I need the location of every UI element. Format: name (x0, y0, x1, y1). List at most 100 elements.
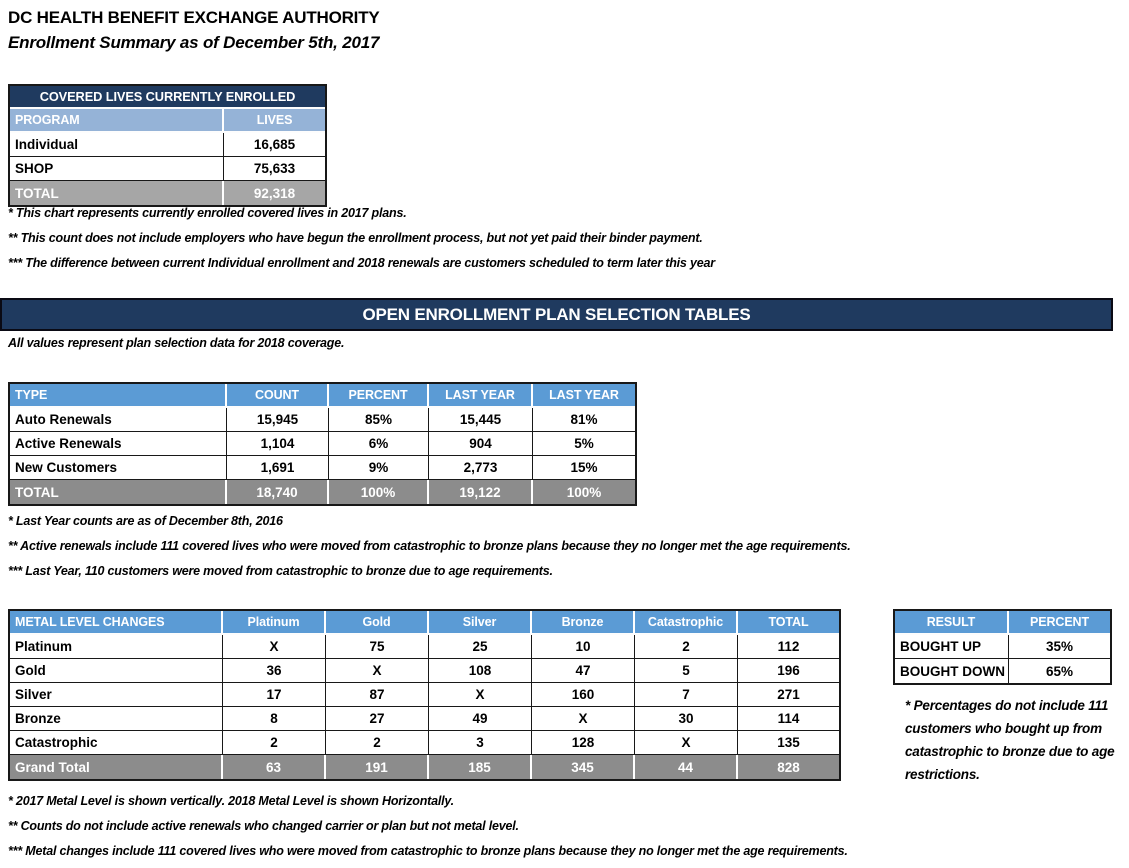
table-cell: 135 (738, 731, 839, 755)
table-cell: 35% (1009, 635, 1110, 659)
column-header-silver: Silver (429, 611, 532, 635)
covered-lives-table-title: COVERED LIVES CURRENTLY ENROLLED (10, 86, 325, 109)
table-cell: Platinum (10, 635, 223, 659)
table-cell: 160 (532, 683, 635, 707)
table-row: Auto Renewals 15,945 85% 15,445 81% (10, 408, 635, 432)
table-total-row: TOTAL 18,740 100% 19,122 100% (10, 480, 635, 504)
table-cell: 36 (223, 659, 326, 683)
table-cell: 9% (329, 456, 429, 480)
table-row: BOUGHT DOWN 65% (895, 659, 1110, 683)
table-total-row: TOTAL 92,318 (10, 181, 325, 205)
column-header-gold: Gold (326, 611, 429, 635)
table-cell: 65% (1009, 659, 1110, 683)
table-cell: 191 (326, 755, 429, 779)
table-cell: 271 (738, 683, 839, 707)
table-header-row: PROGRAM LIVES (10, 109, 325, 133)
table-cell: 1,104 (227, 432, 329, 456)
table-cell: 185 (429, 755, 532, 779)
footnote: *** Metal changes include 111 covered li… (8, 844, 848, 858)
table-cell: 19,122 (429, 480, 533, 504)
section-banner-subtitle: All values represent plan selection data… (8, 336, 345, 350)
table-cell: BOUGHT DOWN (895, 659, 1009, 683)
table-cell: BOUGHT UP (895, 635, 1009, 659)
column-header-result: RESULT (895, 611, 1009, 635)
column-header-percent: PERCENT (1009, 611, 1110, 635)
table-cell: 10 (532, 635, 635, 659)
table-cell: X (635, 731, 738, 755)
column-header-platinum: Platinum (223, 611, 326, 635)
covered-lives-footnotes: * This chart represents currently enroll… (8, 205, 715, 280)
table-cell: Catastrophic (10, 731, 223, 755)
metal-changes-footnotes: * 2017 Metal Level is shown vertically. … (8, 793, 848, 868)
table-cell: Silver (10, 683, 223, 707)
column-header-catastrophic: Catastrophic (635, 611, 738, 635)
footnote: *** Last Year, 110 customers were moved … (8, 564, 553, 578)
footnote: ** This count does not include employers… (8, 231, 703, 245)
table-cell: 15% (533, 456, 635, 480)
table-header-row: METAL LEVEL CHANGES Platinum Gold Silver… (10, 611, 839, 635)
table-row: Gold 36 X 108 47 5 196 (10, 659, 839, 683)
footnote: * 2017 Metal Level is shown vertically. … (8, 794, 454, 808)
table-cell: 15,945 (227, 408, 329, 432)
table-cell: Individual (10, 133, 224, 157)
table-row: SHOP 75,633 (10, 157, 325, 181)
table-cell: 100% (533, 480, 635, 504)
table-row: Catastrophic 2 2 3 128 X 135 (10, 731, 839, 755)
table-cell: 2,773 (429, 456, 533, 480)
table-cell: 345 (532, 755, 635, 779)
table-cell: Gold (10, 659, 223, 683)
table-cell: 2 (223, 731, 326, 755)
table-cell: 5% (533, 432, 635, 456)
table-cell: 114 (738, 707, 839, 731)
column-header-last-year: LAST YEAR (533, 384, 635, 408)
table-cell: 25 (429, 635, 532, 659)
table-cell: 15,445 (429, 408, 533, 432)
section-banner: OPEN ENROLLMENT PLAN SELECTION TABLES (0, 298, 1113, 331)
table-cell: 63 (223, 755, 326, 779)
table-cell: X (223, 635, 326, 659)
column-header-type: TYPE (10, 384, 227, 408)
table-cell: 30 (635, 707, 738, 731)
table-row: Active Renewals 1,104 6% 904 5% (10, 432, 635, 456)
table-cell: Bronze (10, 707, 223, 731)
table-cell: 44 (635, 755, 738, 779)
page-subtitle: Enrollment Summary as of December 5th, 2… (8, 33, 380, 52)
column-header-last-year: LAST YEAR (429, 384, 533, 408)
table-cell: 6% (329, 432, 429, 456)
column-header-total: TOTAL (738, 611, 839, 635)
table-cell: 1,691 (227, 456, 329, 480)
footnote: * This chart represents currently enroll… (8, 206, 407, 220)
table-cell: X (326, 659, 429, 683)
footnote: ** Counts do not include active renewals… (8, 819, 519, 833)
table-cell: 2 (326, 731, 429, 755)
table-cell: Active Renewals (10, 432, 227, 456)
table-cell: 5 (635, 659, 738, 683)
footnote: * Last Year counts are as of December 8t… (8, 514, 283, 528)
footnote: ** Active renewals include 111 covered l… (8, 539, 851, 553)
bought-up-down-table: RESULT PERCENT BOUGHT UP 35% BOUGHT DOWN… (893, 609, 1112, 685)
table-cell: 2 (635, 635, 738, 659)
table-total-row: Grand Total 63 191 185 345 44 828 (10, 755, 839, 779)
table-cell: 100% (329, 480, 429, 504)
table-cell: X (532, 707, 635, 731)
table-cell: 18,740 (227, 480, 329, 504)
table-row: BOUGHT UP 35% (895, 635, 1110, 659)
table-cell: 7 (635, 683, 738, 707)
table-cell: SHOP (10, 157, 224, 181)
table-cell: 85% (329, 408, 429, 432)
table-cell: 17 (223, 683, 326, 707)
table-cell: TOTAL (10, 480, 227, 504)
table-cell: Auto Renewals (10, 408, 227, 432)
table-cell: 128 (532, 731, 635, 755)
column-header-program: PROGRAM (10, 109, 224, 133)
table-cell: 49 (429, 707, 532, 731)
table-cell: 828 (738, 755, 839, 779)
table-title-row: COVERED LIVES CURRENTLY ENROLLED (10, 86, 325, 109)
table-cell: 92,318 (224, 181, 325, 205)
page-title: DC HEALTH BENEFIT EXCHANGE AUTHORITY (8, 8, 380, 27)
table-header-row: RESULT PERCENT (895, 611, 1110, 635)
table-row: New Customers 1,691 9% 2,773 15% (10, 456, 635, 480)
table-cell: 75,633 (224, 157, 325, 181)
table-cell: 47 (532, 659, 635, 683)
table-cell: 81% (533, 408, 635, 432)
